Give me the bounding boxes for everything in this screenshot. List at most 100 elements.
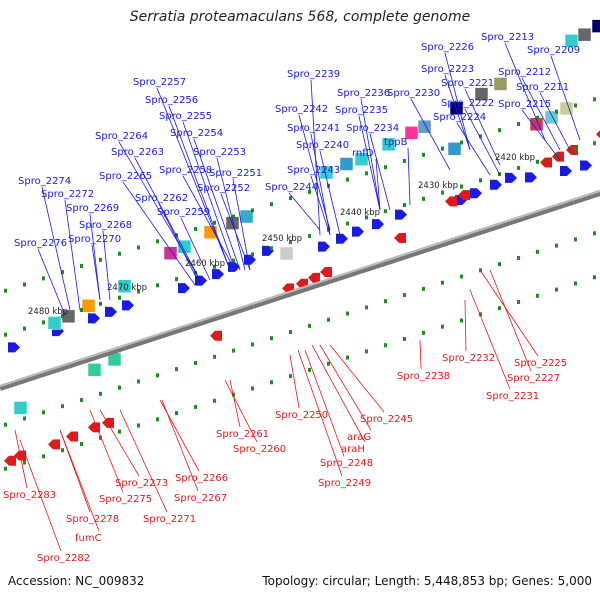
- scale-tick: [42, 454, 45, 459]
- reverse-gene-arrow: [66, 431, 78, 442]
- leader-line: [91, 244, 101, 301]
- leader-line: [464, 88, 501, 166]
- forward-gene-arrow: [490, 179, 502, 190]
- gene-label-bottom: fumC: [75, 533, 102, 544]
- scale-tick: [308, 233, 311, 238]
- leader-line: [319, 344, 372, 431]
- scale-tick: [213, 354, 216, 359]
- forward-gene-arrow: [505, 172, 517, 183]
- scale-tick: [289, 240, 292, 245]
- leader-line: [550, 55, 581, 141]
- scale-tick: [232, 258, 235, 263]
- scale-tick: [118, 295, 121, 300]
- gene-label-bottom: Spro_2249: [318, 478, 371, 489]
- leader-line: [14, 429, 28, 489]
- scale-tick: [137, 379, 140, 384]
- scale-tick: [308, 367, 311, 372]
- reverse-gene-arrow: [88, 422, 100, 433]
- scale-tick: [422, 286, 425, 291]
- scale-tick: [251, 386, 254, 391]
- scale-tick: [422, 196, 425, 201]
- leader-line: [224, 379, 258, 443]
- gene-label-top: Spro_2213: [481, 32, 534, 43]
- leader-line: [319, 150, 341, 236]
- scale-tick: [327, 317, 330, 322]
- scale-tick: [365, 305, 368, 310]
- scale-tick: [593, 231, 596, 236]
- page-title: Serratia proteamaculans 568, complete ge…: [129, 9, 471, 25]
- scale-tick: [555, 243, 558, 248]
- scale-tick: [441, 280, 444, 285]
- gene-label-top: Spro_2239: [287, 69, 340, 80]
- gene-label-bottom: Spro_2278: [66, 514, 119, 525]
- scale-tick: [99, 391, 102, 396]
- gene-block: [279, 246, 294, 261]
- scale-tick: [137, 423, 140, 428]
- scale-tick: [175, 367, 178, 372]
- reverse-gene-arrow: [320, 267, 332, 277]
- forward-gene-arrow: [178, 283, 190, 294]
- scale-tick: [232, 348, 235, 353]
- gene-label-top: Spro_2243: [287, 165, 340, 176]
- gene-block: [354, 152, 369, 166]
- reverse-gene-arrow: [596, 130, 600, 139]
- scale-tick: [80, 308, 83, 312]
- gene-label-bottom: Spro_2248: [320, 458, 373, 469]
- scale-tick: [460, 318, 463, 323]
- scale-tick: [270, 246, 273, 251]
- scale-tick: [346, 355, 349, 360]
- gene-label-bottom: Spro_2273: [115, 478, 168, 489]
- scale-tick: [441, 324, 444, 329]
- leader-line: [41, 186, 71, 311]
- reverse-gene-arrow: [394, 232, 406, 243]
- scale-tick: [42, 320, 45, 325]
- scale-tick: [384, 299, 387, 304]
- gene-label-top: Spro_2265: [99, 171, 152, 182]
- gene-block: [577, 27, 592, 42]
- gene-label-top: Spro_2264: [95, 131, 148, 142]
- gene-label-bottom: Spro_2232: [442, 353, 495, 364]
- scale-tick: [137, 245, 140, 250]
- gene-block: [87, 363, 102, 377]
- gene-label-top: Spro_2254: [170, 128, 223, 139]
- leader-line: [489, 269, 532, 372]
- forward-gene-arrow: [372, 219, 384, 230]
- gene-label-bottom: Spro_2227: [507, 373, 560, 384]
- gene-label-top: Spro_2215: [498, 99, 551, 110]
- scale-tick: [118, 429, 121, 434]
- scale-tick: [42, 276, 45, 281]
- scale-tick: [327, 361, 330, 366]
- leader-line: [464, 299, 467, 352]
- reverse-gene-arrow: [48, 439, 60, 450]
- leader-line: [304, 349, 345, 457]
- leader-line: [288, 192, 321, 231]
- scale-tick: [80, 398, 83, 402]
- gene-label-top: Spro_2241: [287, 123, 340, 134]
- forward-gene-arrow: [395, 209, 407, 220]
- scale-tick: [460, 184, 463, 189]
- gene-label-bottom: Spro_2225: [514, 358, 567, 369]
- gene-label-top: Spro_2263: [111, 147, 164, 158]
- gene-label-top: tppB: [384, 137, 408, 148]
- scale-tick: [574, 237, 577, 242]
- scale-tick: [4, 332, 7, 337]
- scale-tick: [498, 306, 501, 311]
- forward-gene-arrow: [525, 172, 537, 183]
- forward-gene-arrow: [122, 300, 134, 311]
- forward-gene-arrow: [195, 275, 207, 286]
- leader-line: [193, 138, 241, 271]
- gene-label-top: Spro_2242: [275, 104, 328, 115]
- gene-label-top: Spro_2244: [265, 182, 318, 193]
- leader-line: [311, 344, 366, 443]
- scale-tick: [460, 274, 463, 279]
- forward-gene-arrow: [212, 269, 224, 280]
- gene-label-bottom: araG: [347, 432, 371, 443]
- scale-tick: [194, 226, 197, 231]
- scale-tick: [289, 196, 292, 201]
- gene-label-top: Spro_2272: [41, 189, 94, 200]
- scale-tick: [346, 221, 349, 226]
- forward-gene-arrow: [105, 306, 117, 317]
- scale-tick: [80, 442, 83, 446]
- gene-label-top: Spro_2223: [421, 64, 474, 75]
- leader-line: [102, 230, 111, 301]
